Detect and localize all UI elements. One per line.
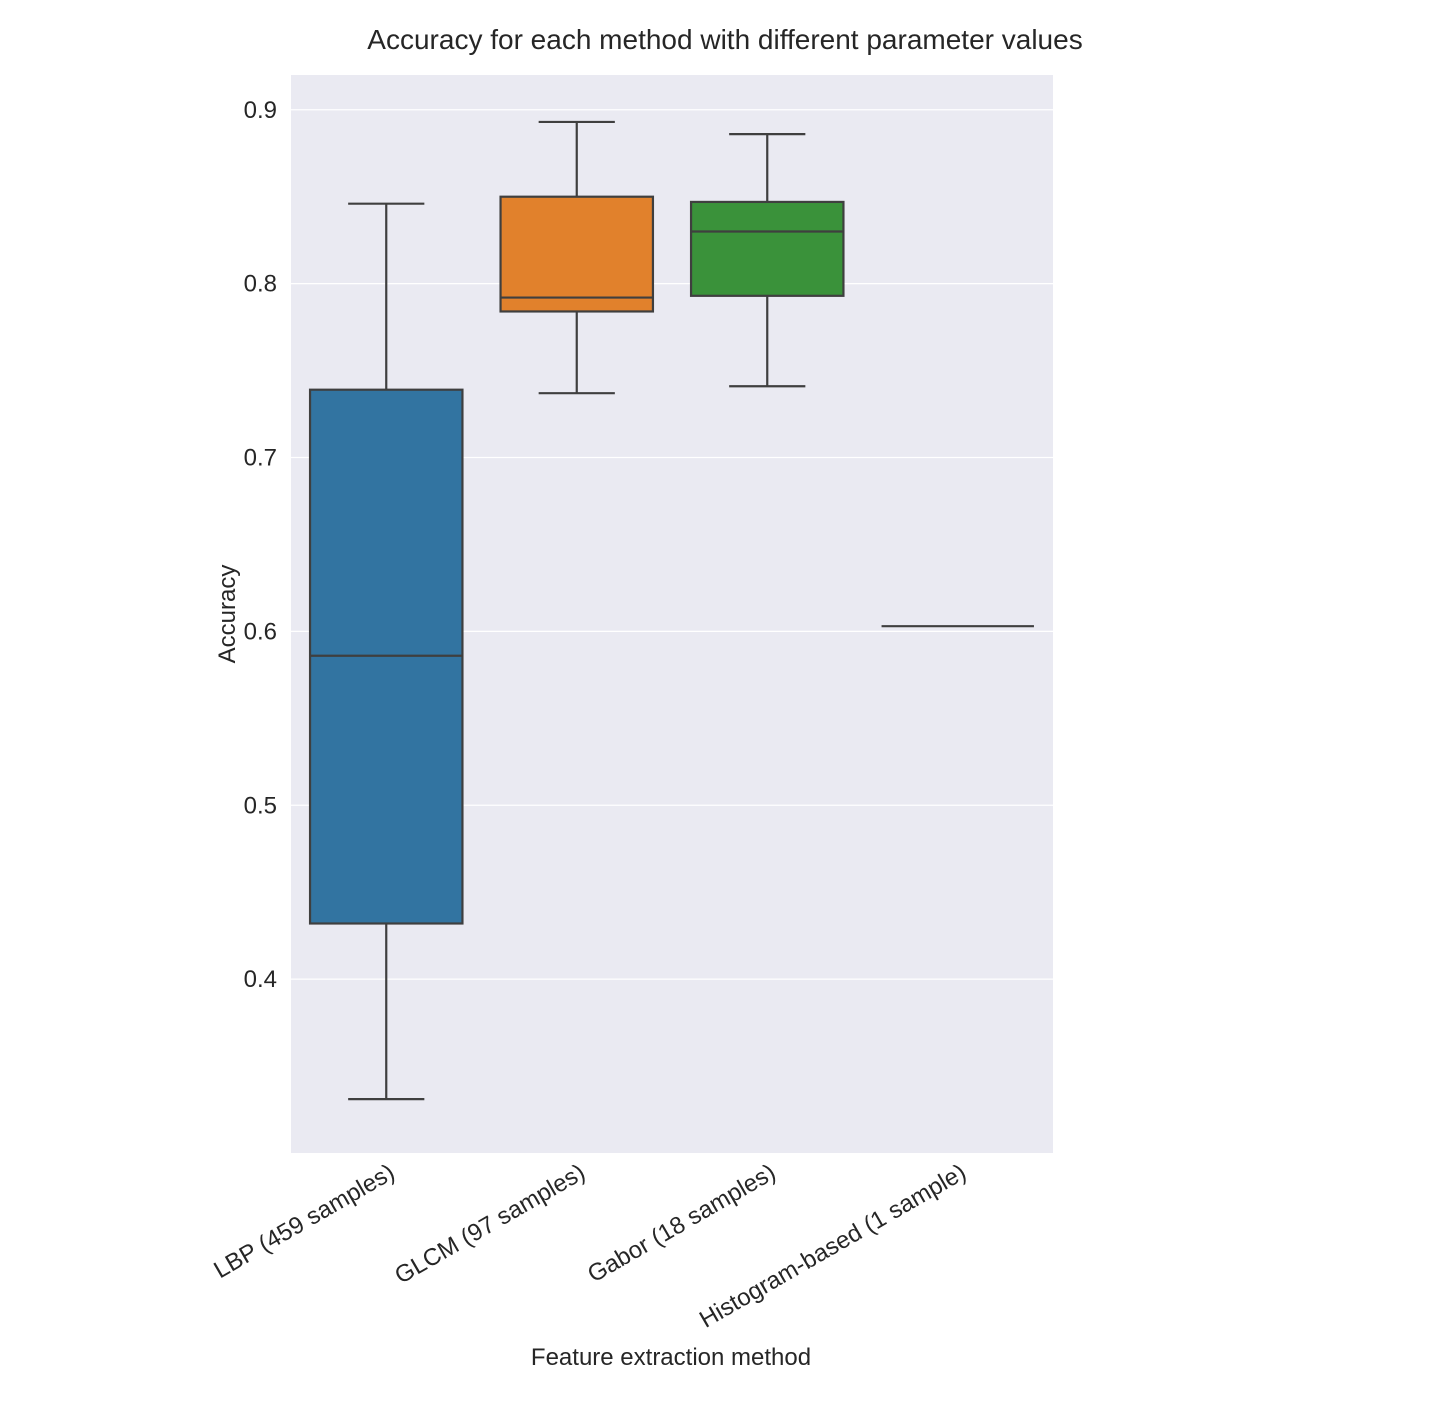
x-tick-label: GLCM (97 samples) <box>390 1159 589 1290</box>
x-axis-ticks: LBP (459 samples)GLCM (97 samples)Gabor … <box>209 1159 970 1334</box>
y-axis-ticks: 0.4 0.5 0.6 0.7 0.8 0.9 <box>244 97 277 993</box>
y-tick-label: 0.5 <box>244 792 277 819</box>
x-tick-label: Gabor (18 samples) <box>583 1159 780 1288</box>
iqr-box <box>689 200 845 297</box>
boxes <box>308 120 1034 1101</box>
y-tick-label: 0.6 <box>244 618 277 645</box>
iqr-box <box>499 195 655 313</box>
y-axis-label: Accuracy <box>214 565 241 664</box>
y-tick-label: 0.9 <box>244 97 277 124</box>
box-1 <box>308 202 464 1101</box>
y-tick-label: 0.7 <box>244 445 277 472</box>
x-axis-label: Feature extraction method <box>531 1344 811 1371</box>
box-2 <box>499 120 655 395</box>
y-tick-label: 0.8 <box>244 271 277 298</box>
chart-title: Accuracy for each method with different … <box>367 24 1082 55</box>
box-3 <box>689 133 845 388</box>
x-tick-label: LBP (459 samples) <box>209 1159 399 1284</box>
y-tick-label: 0.4 <box>244 966 277 993</box>
